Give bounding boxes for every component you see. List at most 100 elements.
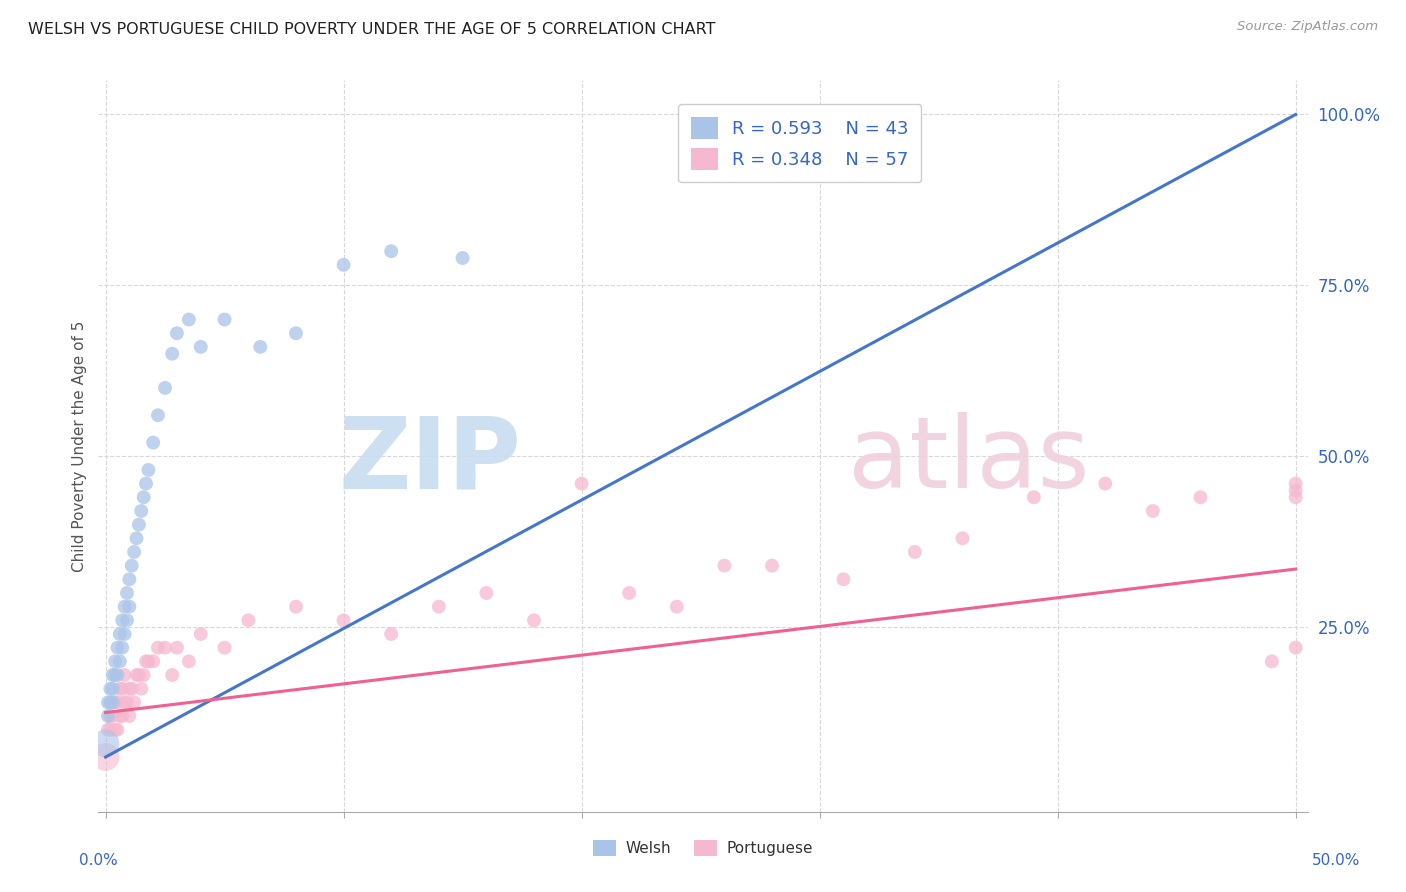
Point: [121, 681, 143, 696]
Point: [1285, 483, 1308, 498]
Point: [238, 613, 260, 627]
Point: [114, 695, 136, 709]
Point: [160, 347, 183, 361]
Point: [904, 545, 927, 559]
Point: [451, 251, 474, 265]
Point: [1285, 640, 1308, 655]
Point: [125, 668, 148, 682]
Point: [332, 258, 354, 272]
Point: [135, 476, 157, 491]
Point: [571, 476, 593, 491]
Point: [94, 750, 117, 764]
Point: [118, 572, 141, 586]
Point: [107, 668, 129, 682]
Point: [177, 654, 200, 668]
Point: [146, 409, 169, 423]
Point: [138, 463, 160, 477]
Point: [104, 654, 127, 668]
Point: [115, 695, 138, 709]
Point: [97, 709, 120, 723]
Point: [98, 681, 121, 696]
Point: [108, 654, 131, 668]
Text: WELSH VS PORTUGUESE CHILD POVERTY UNDER THE AGE OF 5 CORRELATION CHART: WELSH VS PORTUGUESE CHILD POVERTY UNDER …: [28, 22, 716, 37]
Point: [132, 490, 155, 504]
Point: [115, 586, 138, 600]
Point: [101, 695, 124, 709]
Point: [1261, 654, 1284, 668]
Point: [146, 640, 169, 655]
Point: [121, 558, 143, 573]
Point: [1189, 490, 1212, 504]
Point: [111, 681, 134, 696]
Text: 50.0%: 50.0%: [1312, 854, 1360, 868]
Point: [111, 709, 134, 723]
Point: [160, 668, 183, 682]
Point: [107, 640, 129, 655]
Text: Source: ZipAtlas.com: Source: ZipAtlas.com: [1237, 20, 1378, 33]
Point: [97, 695, 120, 709]
Point: [111, 640, 134, 655]
Point: [166, 326, 188, 341]
Point: [523, 613, 546, 627]
Point: [129, 504, 152, 518]
Y-axis label: Child Poverty Under the Age of 5: Child Poverty Under the Age of 5: [72, 320, 87, 572]
Point: [285, 326, 308, 341]
Point: [142, 654, 165, 668]
Point: [285, 599, 308, 614]
Point: [125, 531, 148, 545]
Point: [101, 668, 124, 682]
Point: [619, 586, 641, 600]
Point: [101, 681, 124, 696]
Point: [427, 599, 450, 614]
Point: [108, 627, 131, 641]
Text: 0.0%: 0.0%: [79, 854, 118, 868]
Point: [332, 613, 354, 627]
Point: [128, 668, 150, 682]
Point: [128, 517, 150, 532]
Point: [118, 599, 141, 614]
Point: [122, 695, 145, 709]
Legend: Welsh, Portuguese: Welsh, Portuguese: [588, 834, 818, 863]
Point: [665, 599, 688, 614]
Point: [1094, 476, 1116, 491]
Text: atlas: atlas: [848, 412, 1090, 509]
Point: [1142, 504, 1164, 518]
Point: [114, 599, 136, 614]
Point: [761, 558, 783, 573]
Point: [94, 736, 117, 750]
Point: [98, 709, 121, 723]
Point: [142, 435, 165, 450]
Point: [114, 627, 136, 641]
Point: [118, 681, 141, 696]
Point: [98, 723, 121, 737]
Point: [122, 545, 145, 559]
Point: [132, 668, 155, 682]
Point: [138, 654, 160, 668]
Point: [190, 340, 212, 354]
Point: [108, 681, 131, 696]
Point: [115, 613, 138, 627]
Point: [713, 558, 735, 573]
Point: [166, 640, 188, 655]
Point: [214, 640, 236, 655]
Point: [107, 723, 129, 737]
Text: ZIP: ZIP: [339, 412, 522, 509]
Point: [107, 695, 129, 709]
Point: [104, 723, 127, 737]
Point: [153, 640, 176, 655]
Point: [101, 709, 124, 723]
Point: [832, 572, 855, 586]
Point: [104, 668, 127, 682]
Point: [129, 681, 152, 696]
Point: [249, 340, 271, 354]
Point: [104, 695, 127, 709]
Point: [111, 613, 134, 627]
Point: [114, 668, 136, 682]
Point: [214, 312, 236, 326]
Point: [97, 723, 120, 737]
Point: [380, 244, 402, 259]
Point: [475, 586, 498, 600]
Point: [190, 627, 212, 641]
Point: [135, 654, 157, 668]
Point: [153, 381, 176, 395]
